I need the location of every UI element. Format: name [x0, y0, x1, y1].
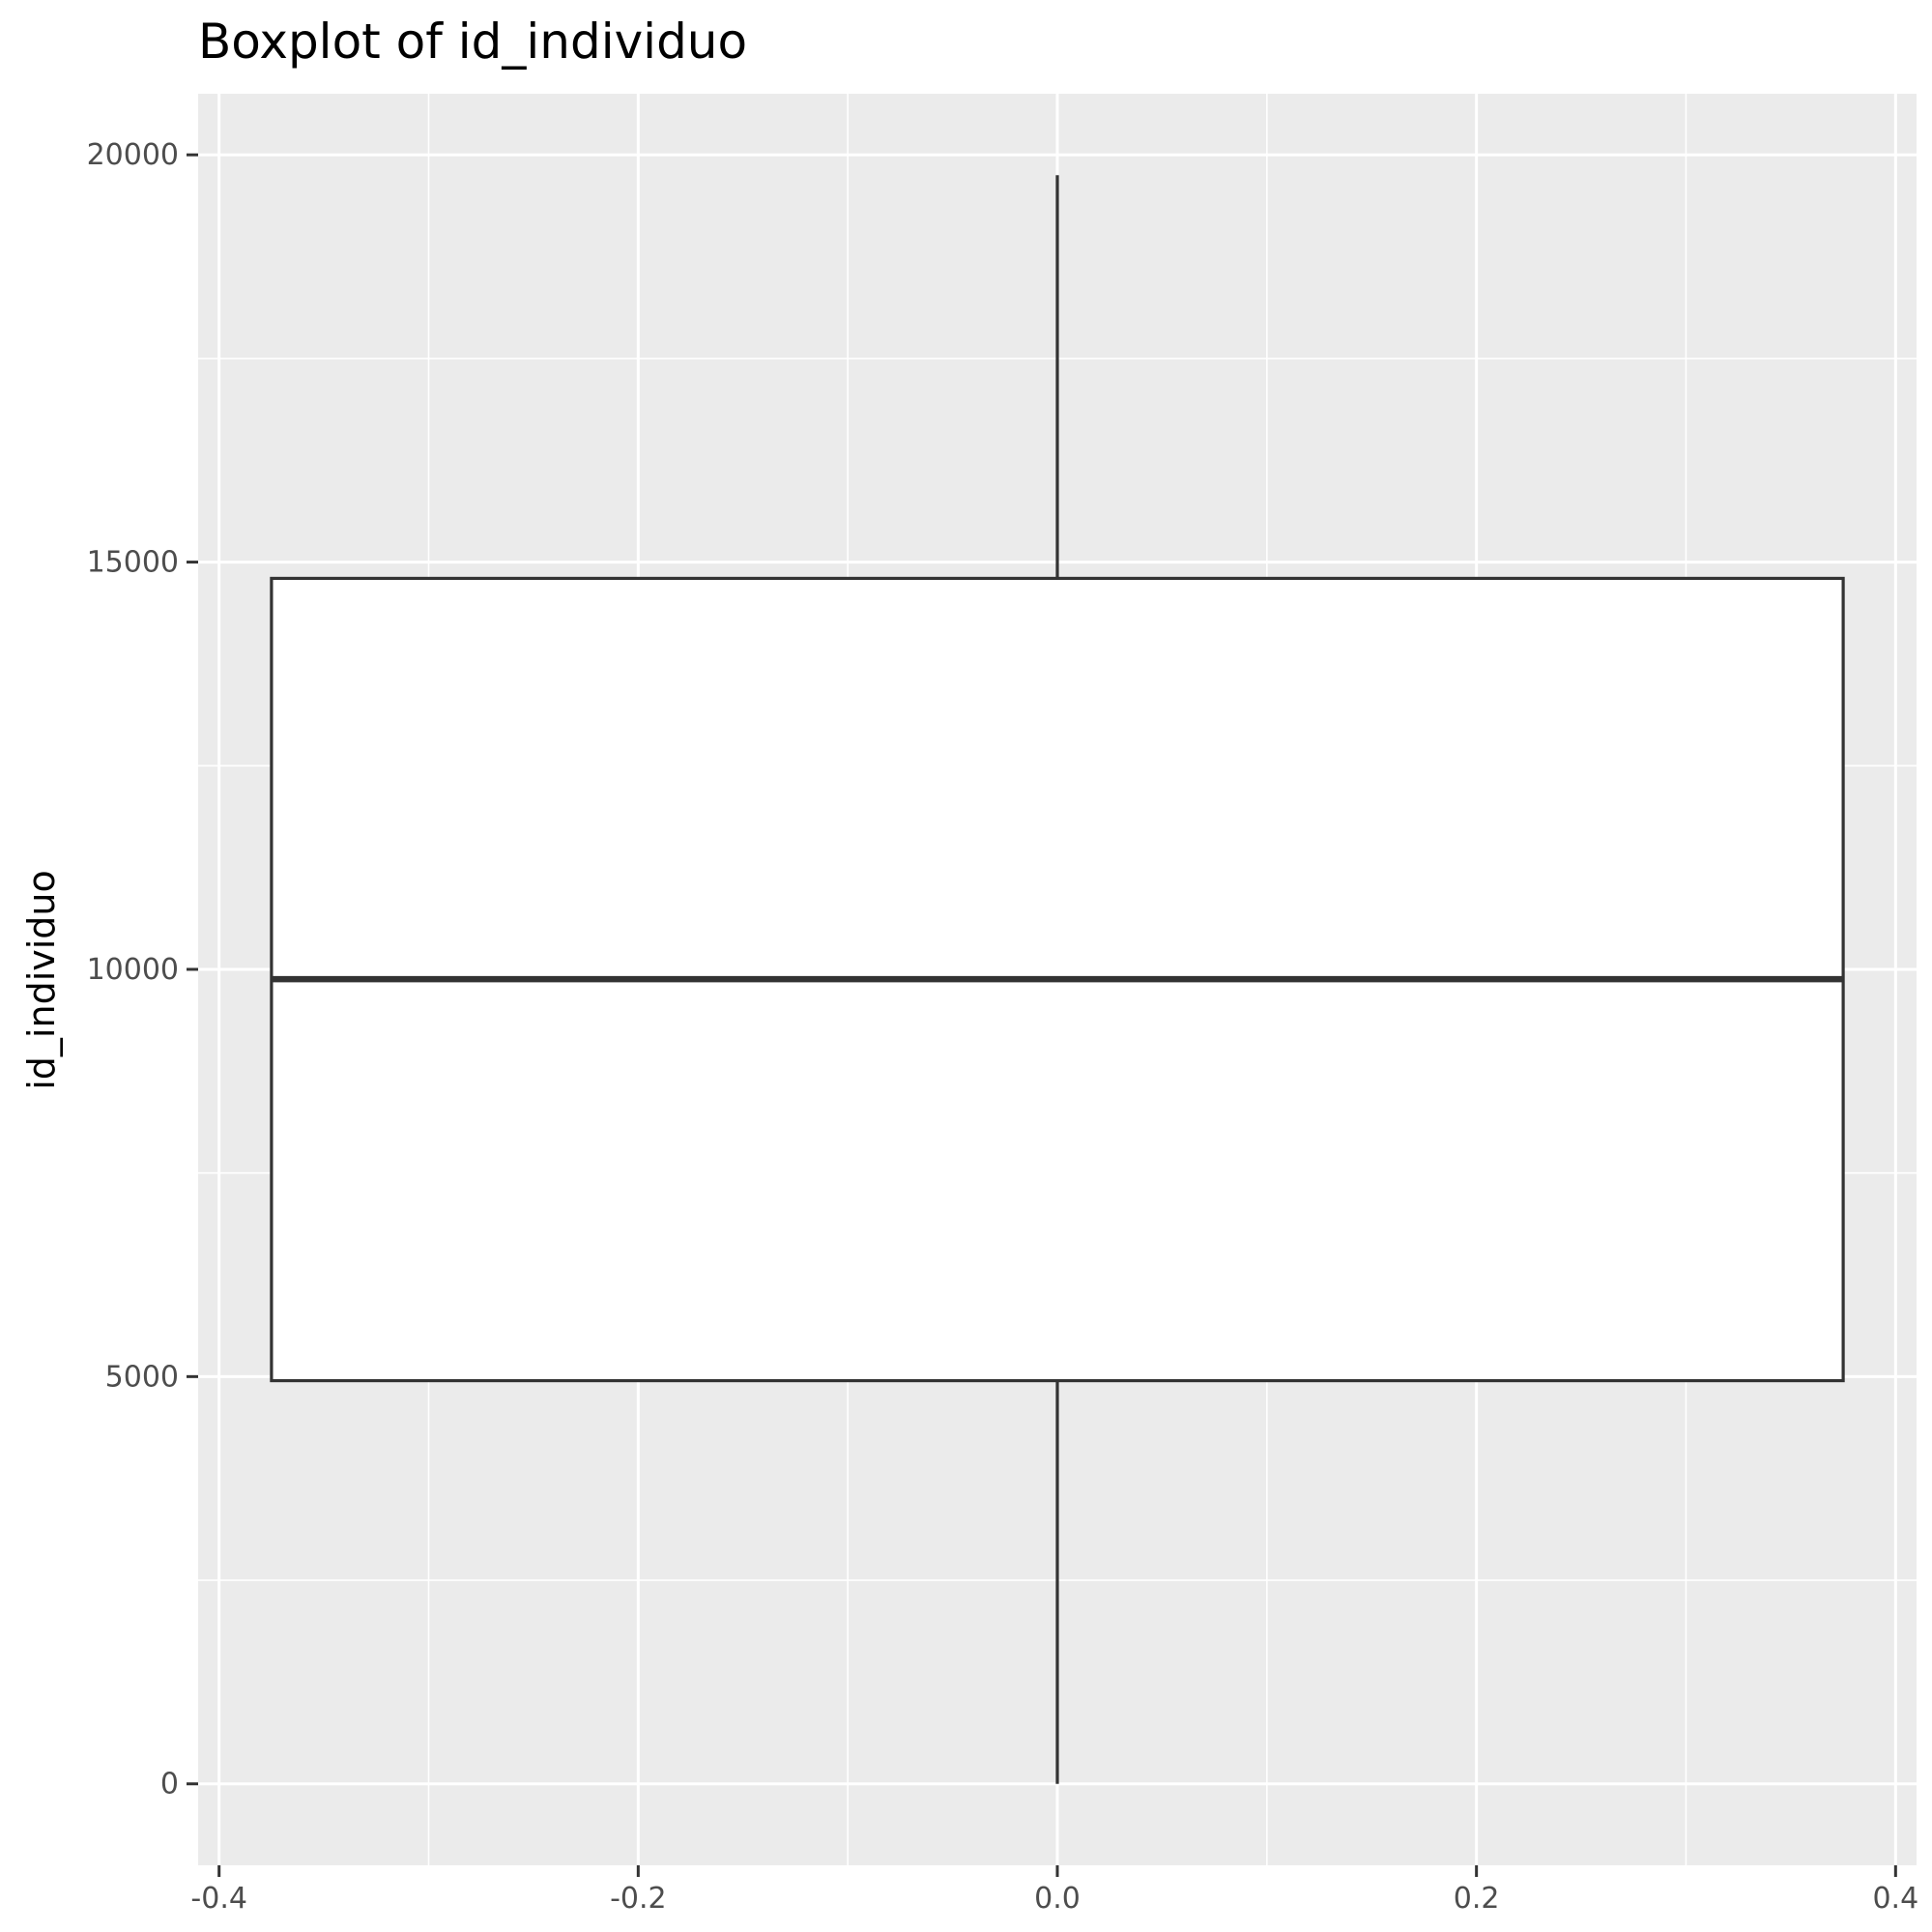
y-axis-title: id_individuo: [20, 870, 63, 1090]
y-tick-label: 0: [160, 1768, 179, 1802]
x-tick-label: 0.0: [1034, 1882, 1081, 1916]
x-tick-label: -0.4: [190, 1882, 247, 1916]
y-tick-label: 5000: [105, 1360, 179, 1394]
y-tick-label: 15000: [87, 546, 179, 580]
boxplot: [270, 175, 1845, 1784]
y-tick-label: 10000: [87, 953, 179, 987]
chart-title: Boxplot of id_individuo: [198, 14, 747, 70]
x-axis: -0.4 -0.2 0.0 0.2 0.4: [190, 1865, 1918, 1916]
y-tick-label: 20000: [87, 138, 179, 172]
x-tick-label: 0.4: [1872, 1882, 1918, 1916]
x-tick-label: 0.2: [1454, 1882, 1500, 1916]
x-tick-label: -0.2: [610, 1882, 667, 1916]
y-axis: 0 5000 10000 15000 20000: [87, 138, 198, 1802]
